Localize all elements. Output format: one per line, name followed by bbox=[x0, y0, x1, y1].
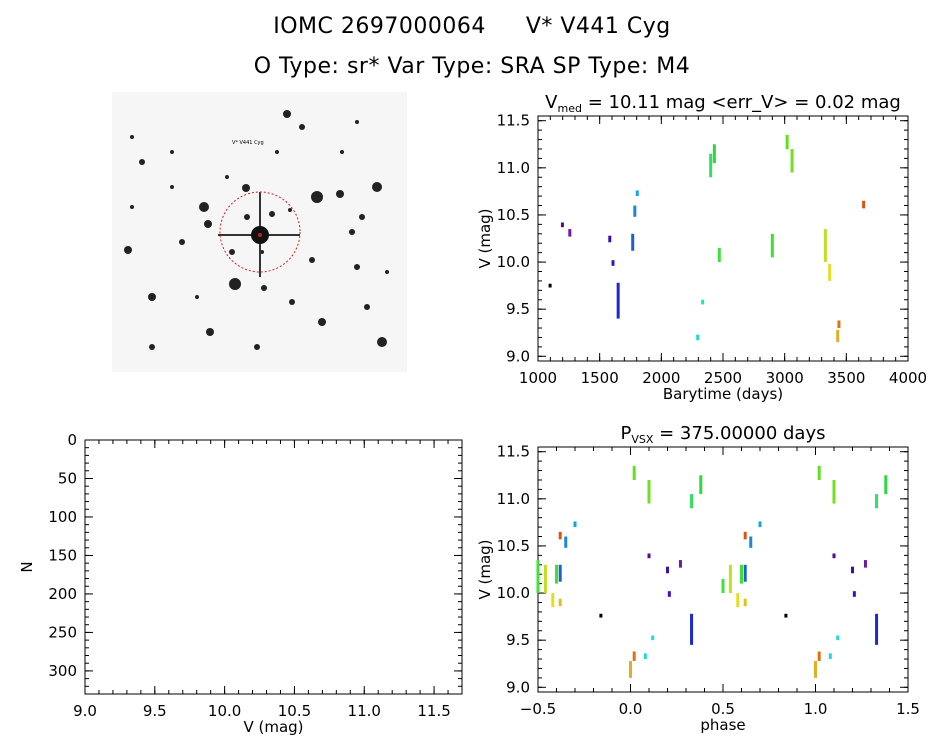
x-tick-label: 0.0 bbox=[619, 700, 643, 718]
star-id: IOMC 2697000064 bbox=[273, 14, 486, 39]
field-star bbox=[289, 299, 295, 305]
histogram-plot: 9.0 9.5 10.0 10.5 11.0 11.5 0 50 100 150 200 250 300… bbox=[18, 431, 463, 736]
field-star bbox=[311, 191, 323, 203]
x-tick-label: −0.5 bbox=[520, 700, 556, 718]
field-star bbox=[349, 229, 355, 235]
x-tick-label: 4000 bbox=[889, 369, 927, 387]
field-star bbox=[139, 159, 145, 165]
y-tick-label: 10.5 bbox=[497, 537, 530, 555]
field-star bbox=[283, 110, 291, 118]
x-tick-label: 0.5 bbox=[711, 700, 735, 718]
x-tick-label: 1.0 bbox=[804, 700, 828, 718]
field-star bbox=[354, 264, 360, 270]
y-tick-label: 10.5 bbox=[497, 206, 530, 224]
y-tick-label: 9.5 bbox=[506, 631, 530, 649]
lightcurve-plot-title: Vmed = 10.11 mag <err_V> = 0.02 mag bbox=[545, 92, 901, 115]
field-star bbox=[229, 249, 235, 255]
y-tick-label: 300 bbox=[48, 662, 77, 680]
y-tick-label: 9.0 bbox=[506, 678, 530, 696]
field-star bbox=[385, 270, 389, 274]
target-center bbox=[258, 233, 262, 237]
x-axis-label: V (mag) bbox=[243, 718, 303, 736]
target-circle bbox=[219, 191, 301, 273]
y-tick-label: 150 bbox=[48, 546, 77, 564]
x-tick-label: 1000 bbox=[519, 369, 557, 387]
x-axis-label: Barytime (days) bbox=[663, 385, 783, 403]
field-star bbox=[199, 202, 209, 212]
y-tick-label: 10.0 bbox=[497, 584, 530, 602]
y-tick-label: 0 bbox=[67, 431, 77, 449]
field-star bbox=[130, 135, 134, 139]
field-star bbox=[254, 344, 260, 350]
field-star bbox=[364, 304, 370, 310]
y-tick-label: 11.5 bbox=[497, 112, 530, 130]
y-axis-label: V (mag) bbox=[476, 539, 494, 599]
field-star bbox=[288, 208, 292, 212]
field-star bbox=[299, 124, 305, 130]
field-star bbox=[195, 295, 199, 299]
phased-plot-title: PVSX = 375.00000 days bbox=[621, 423, 826, 446]
x-tick-label: 2000 bbox=[642, 369, 680, 387]
field-star bbox=[124, 246, 132, 254]
field-star bbox=[309, 257, 315, 263]
field-star bbox=[372, 182, 382, 192]
y-tick-label: 11.0 bbox=[497, 159, 530, 177]
field-star bbox=[261, 285, 267, 291]
y-tick-label: 11.5 bbox=[497, 443, 530, 461]
field-star bbox=[318, 318, 326, 326]
y-tick-label: 50 bbox=[58, 469, 77, 487]
field-star bbox=[170, 150, 174, 154]
field-star bbox=[130, 205, 134, 209]
field-star bbox=[359, 214, 365, 220]
field-star bbox=[204, 220, 212, 228]
field-star bbox=[170, 185, 174, 189]
x-tick-label: 10.0 bbox=[208, 702, 241, 720]
y-tick-label: 250 bbox=[48, 623, 77, 641]
plot-frame bbox=[84, 439, 463, 695]
lightcurve-plot: 1000 1500 2000 2500 3000 3500 4000 9.0 9.5 10.0 10… bbox=[476, 92, 927, 403]
field-star bbox=[377, 337, 387, 347]
x-tick-label: 3500 bbox=[827, 369, 865, 387]
field-star bbox=[179, 239, 185, 245]
y-axis-label: N bbox=[18, 561, 36, 572]
x-axis-label: phase bbox=[700, 716, 745, 734]
x-tick-label: 10.5 bbox=[278, 702, 311, 720]
plot-frame bbox=[537, 115, 909, 362]
y-tick-label: 200 bbox=[48, 585, 77, 603]
finder-chart-image: V* V441 Cyg bbox=[112, 92, 407, 372]
y-tick-label: 9.0 bbox=[506, 347, 530, 365]
y-tick-label: 10.0 bbox=[497, 253, 530, 271]
field-star bbox=[148, 293, 156, 301]
star-name: V* V441 Cyg bbox=[525, 14, 671, 39]
x-tick-label: 2500 bbox=[704, 369, 742, 387]
x-tick-label: 9.5 bbox=[143, 702, 167, 720]
field-star bbox=[244, 214, 250, 220]
phased-plot: −0.5 0.0 0.5 1.0 1.5 9.0 9.5 10.0 10.5 11.0 11.5 ph… bbox=[476, 423, 920, 734]
y-tick-label: 100 bbox=[48, 508, 77, 526]
header-subtitle: O Type: sr* Var Type: SRA SP Type: M4 bbox=[253, 54, 691, 79]
header-title: IOMC 2697000064 V* V441 Cyg bbox=[0, 14, 944, 39]
x-tick-label: 1.5 bbox=[896, 700, 920, 718]
field-star bbox=[275, 150, 279, 154]
field-star bbox=[206, 328, 214, 336]
x-tick-label: 1500 bbox=[581, 369, 619, 387]
field-star bbox=[340, 150, 344, 154]
field-star bbox=[229, 278, 241, 290]
target-label: V* V441 Cyg bbox=[232, 140, 264, 146]
field-star bbox=[149, 344, 155, 350]
y-tick-label: 9.5 bbox=[506, 300, 530, 318]
field-star bbox=[336, 190, 344, 198]
x-tick-label: 11.5 bbox=[417, 702, 450, 720]
field-star bbox=[269, 211, 275, 217]
field-star bbox=[355, 120, 359, 124]
y-axis-label: V (mag) bbox=[476, 208, 494, 268]
field-star bbox=[225, 175, 229, 179]
y-tick-label: 11.0 bbox=[497, 490, 530, 508]
field-star bbox=[242, 184, 250, 192]
x-tick-label: 3000 bbox=[766, 369, 804, 387]
x-tick-label: 9.0 bbox=[73, 702, 97, 720]
x-tick-label: 11.0 bbox=[348, 702, 381, 720]
